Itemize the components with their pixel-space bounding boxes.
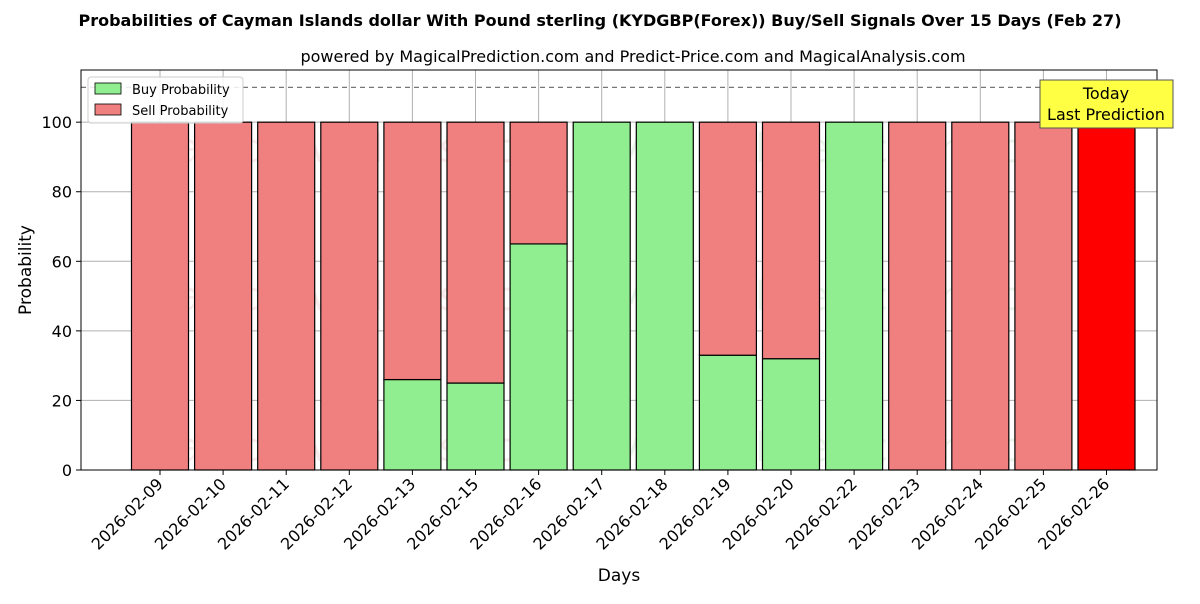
annotation-line-1: Today xyxy=(1082,84,1129,103)
bar-sell xyxy=(888,121,947,471)
y-tick-label: 100 xyxy=(41,113,72,132)
bar-sell xyxy=(1014,121,1073,471)
bar-sell xyxy=(698,121,758,356)
bar-buy xyxy=(824,121,884,471)
bar-sell xyxy=(446,121,505,384)
x-axis: 2026-02-092026-02-102026-02-112026-02-12… xyxy=(88,470,1113,554)
legend-label-buy: Buy Probability xyxy=(132,83,230,98)
bar-sell xyxy=(951,121,1010,471)
plot-frame xyxy=(80,69,1158,471)
bar-buy xyxy=(635,121,694,471)
bar-buy xyxy=(572,121,631,471)
y-axis: 0 20 40 60 80 100 xyxy=(41,113,81,480)
chart-subtitle: powered by MagicalPrediction.com and Pre… xyxy=(300,47,965,66)
bar-buy xyxy=(698,354,758,471)
bar-sell xyxy=(383,121,442,381)
y-tick-label: 20 xyxy=(52,391,72,410)
legend-swatch-buy xyxy=(94,82,122,95)
y-tick-label: 60 xyxy=(52,252,72,271)
bar-sell-highlight xyxy=(1077,121,1136,471)
bars-layer xyxy=(130,121,1136,471)
bar-sell xyxy=(194,121,253,471)
bar-sell xyxy=(320,121,379,471)
today-annotation: Today Last Prediction xyxy=(1039,79,1174,129)
bar-sell xyxy=(257,121,316,471)
x-axis-label: Days xyxy=(598,566,641,586)
bar-buy xyxy=(509,243,568,471)
bar-sell xyxy=(130,121,190,471)
y-axis-label: Probability xyxy=(16,225,36,315)
y-tick-label: 0 xyxy=(62,461,72,480)
bar-sell xyxy=(509,121,568,245)
legend-label-sell: Sell Probability xyxy=(132,104,229,119)
chart-title: Probabilities of Cayman Islands dollar W… xyxy=(78,11,1121,30)
bar-buy xyxy=(761,358,821,471)
y-tick-label: 80 xyxy=(52,183,72,202)
legend-box xyxy=(87,76,244,124)
annotation-line-2: Last Prediction xyxy=(1047,105,1165,124)
legend-swatch-sell xyxy=(94,103,122,116)
bar-buy xyxy=(383,378,442,471)
annotation-box xyxy=(1039,79,1174,129)
y-tick-label: 40 xyxy=(52,322,72,341)
legend: Buy Probability Sell Probability xyxy=(87,76,244,124)
bar-sell xyxy=(761,121,821,360)
bar-buy xyxy=(446,382,505,471)
